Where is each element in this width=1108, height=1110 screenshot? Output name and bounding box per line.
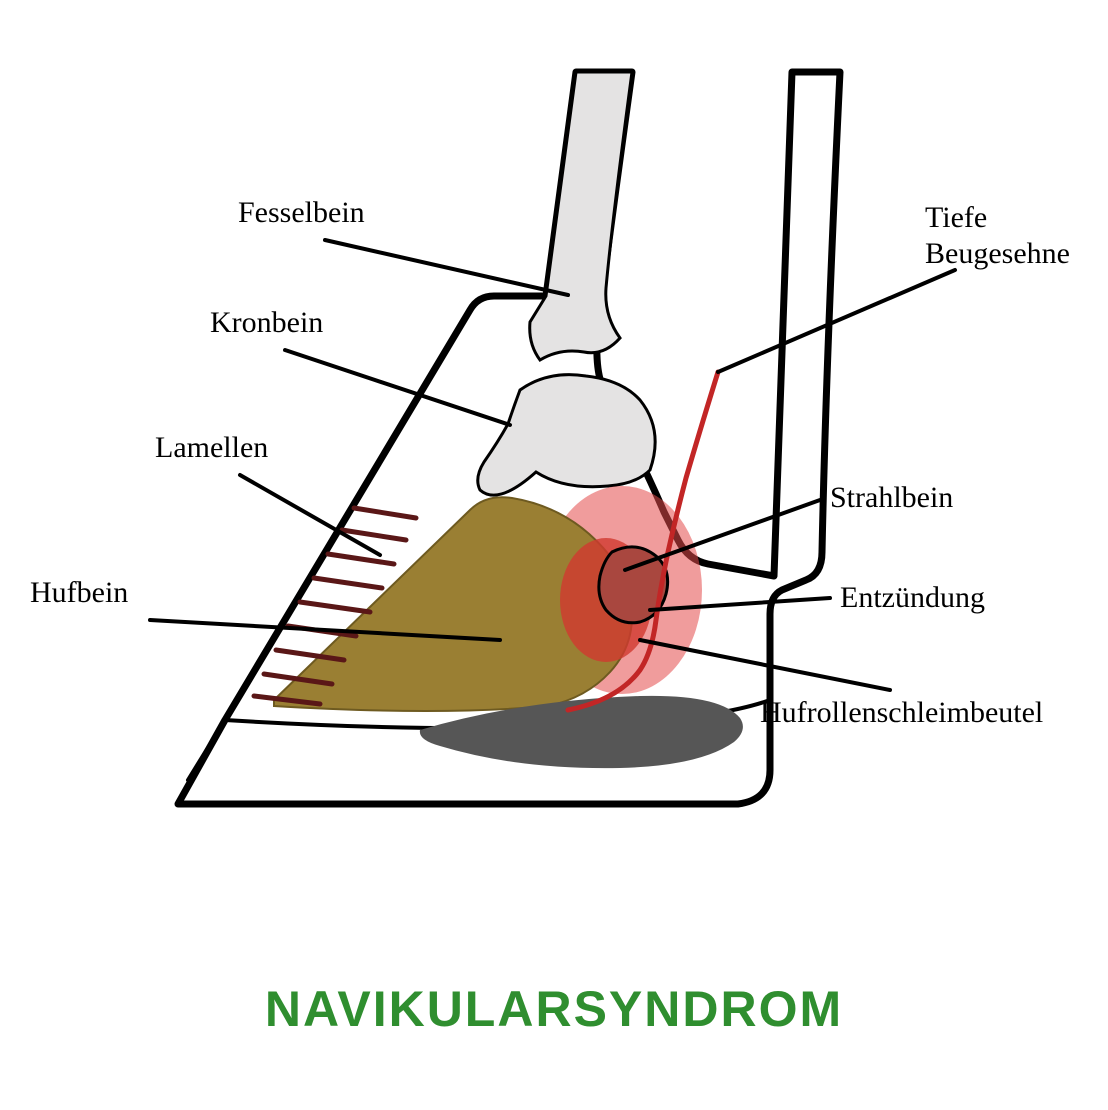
leader-line-hufrollenschleimbeutel [640, 640, 890, 690]
leader-line-fesselbein [325, 240, 568, 295]
diagram-title: NAVIKULARSYNDROM [0, 980, 1108, 1038]
label-kronbein: Kronbein [210, 305, 323, 341]
kronbein-bone [478, 375, 655, 496]
leader-line-lamellen [240, 475, 380, 555]
label-lamellen: Lamellen [155, 430, 268, 466]
label-hufbein: Hufbein [30, 575, 128, 611]
label-hufrollenschleimbeutel: Hufrollenschleimbeutel [760, 695, 1043, 731]
fesselbein-bone [530, 72, 632, 360]
label-entzuendung: Entzündung [840, 580, 985, 616]
diagram-svg [0, 0, 1108, 1110]
leader-line-tiefe_beugesehne [718, 270, 955, 372]
label-tiefe-beugesehne: Tiefe Beugesehne [925, 200, 1070, 272]
lamellen-line [328, 554, 394, 564]
leader-line-kronbein [285, 350, 510, 425]
lamellen-line [314, 578, 382, 588]
lamellen-line [354, 508, 416, 518]
diagram-canvas: Fesselbein Kronbein Lamellen Hufbein Tie… [0, 0, 1108, 1110]
label-strahlbein: Strahlbein [830, 480, 953, 516]
lamellen-line [300, 602, 370, 612]
label-fesselbein: Fesselbein [238, 195, 365, 231]
